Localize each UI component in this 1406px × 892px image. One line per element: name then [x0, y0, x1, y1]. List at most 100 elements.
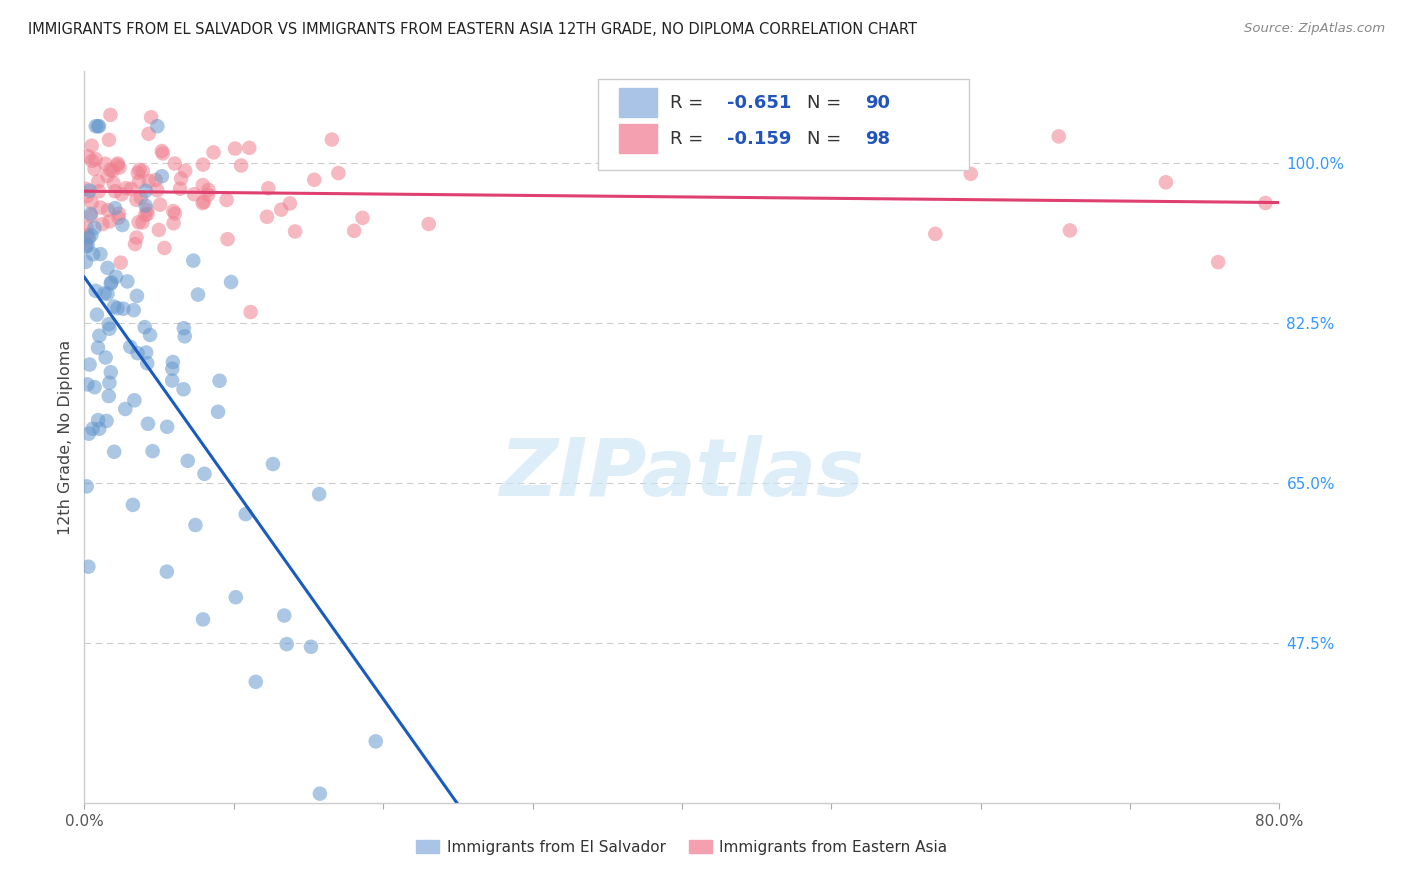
Text: IMMIGRANTS FROM EL SALVADOR VS IMMIGRANTS FROM EASTERN ASIA 12TH GRADE, NO DIPLO: IMMIGRANTS FROM EL SALVADOR VS IMMIGRANT…: [28, 22, 917, 37]
Point: [257, 181, 280, 195]
Point: [76, 238, 98, 252]
Point: [156, 419, 179, 434]
Point: [135, 199, 157, 213]
FancyBboxPatch shape: [619, 88, 657, 118]
Point: [111, 187, 134, 202]
Point: [125, 193, 148, 207]
Point: [131, 215, 153, 229]
Point: [75, 236, 97, 251]
Y-axis label: 12th Grade, No Diploma: 12th Grade, No Diploma: [58, 340, 73, 534]
Point: [96, 260, 118, 275]
Point: [145, 173, 167, 187]
Point: [97, 317, 120, 331]
Text: -0.651: -0.651: [727, 94, 792, 112]
Point: [127, 346, 149, 360]
Point: [100, 276, 122, 290]
Point: [153, 241, 176, 255]
Point: [245, 674, 267, 689]
Point: [215, 193, 238, 207]
Point: [125, 289, 148, 303]
Point: [77, 426, 100, 441]
Point: [98, 133, 121, 147]
Point: [187, 287, 209, 301]
Point: [191, 178, 214, 193]
Point: [177, 454, 200, 468]
Point: [103, 176, 125, 190]
Point: [134, 320, 156, 334]
Point: [77, 231, 100, 245]
Point: [146, 119, 169, 133]
Point: [87, 119, 110, 133]
Point: [302, 173, 325, 187]
Point: [276, 637, 298, 651]
Point: [76, 220, 98, 235]
Text: N =: N =: [807, 94, 848, 112]
Point: [162, 361, 184, 376]
Point: [98, 322, 121, 336]
Point: [89, 422, 111, 436]
Point: [146, 183, 169, 197]
Point: [108, 161, 131, 175]
Point: [110, 255, 132, 269]
Point: [82, 422, 104, 436]
Point: [139, 110, 162, 124]
Point: [138, 127, 160, 141]
Point: [80, 153, 103, 168]
Point: [75, 240, 97, 254]
Point: [202, 145, 225, 160]
Point: [183, 187, 205, 202]
Point: [100, 277, 122, 291]
Point: [79, 358, 101, 372]
Point: [150, 144, 173, 158]
Point: [343, 224, 366, 238]
Point: [959, 167, 981, 181]
Point: [256, 210, 278, 224]
Point: [148, 223, 170, 237]
Point: [299, 640, 322, 654]
Point: [120, 182, 142, 196]
Point: [76, 228, 98, 243]
Point: [80, 209, 103, 223]
Point: [136, 356, 159, 370]
Point: [87, 341, 110, 355]
Text: N =: N =: [807, 129, 848, 148]
Point: [117, 275, 139, 289]
Point: [80, 138, 103, 153]
Point: [79, 207, 101, 221]
Point: [364, 734, 387, 748]
Point: [111, 218, 134, 232]
Point: [83, 380, 105, 394]
Point: [197, 187, 219, 202]
Point: [94, 351, 117, 365]
Text: 98: 98: [865, 129, 890, 148]
Point: [197, 183, 219, 197]
Point: [80, 195, 103, 210]
Point: [125, 230, 148, 244]
Point: [84, 119, 107, 133]
Point: [352, 211, 374, 225]
Point: [87, 413, 110, 427]
Point: [107, 156, 129, 170]
Text: ZIPatlas: ZIPatlas: [499, 434, 865, 513]
Point: [86, 308, 108, 322]
Point: [75, 255, 97, 269]
Point: [219, 275, 242, 289]
Point: [160, 374, 183, 388]
Point: [103, 300, 125, 314]
Point: [150, 169, 173, 184]
Point: [75, 182, 97, 196]
Point: [107, 158, 129, 172]
Legend: Immigrants from El Salvador, Immigrants from Eastern Asia: Immigrants from El Salvador, Immigrants …: [411, 834, 953, 861]
Point: [79, 184, 101, 198]
Point: [103, 444, 125, 458]
Point: [100, 365, 122, 379]
Point: [98, 162, 121, 177]
Point: [924, 227, 946, 241]
Point: [1047, 129, 1070, 144]
Point: [224, 142, 246, 156]
Point: [152, 146, 174, 161]
Point: [208, 374, 231, 388]
Point: [97, 203, 120, 218]
Point: [136, 417, 159, 431]
Point: [90, 201, 112, 215]
